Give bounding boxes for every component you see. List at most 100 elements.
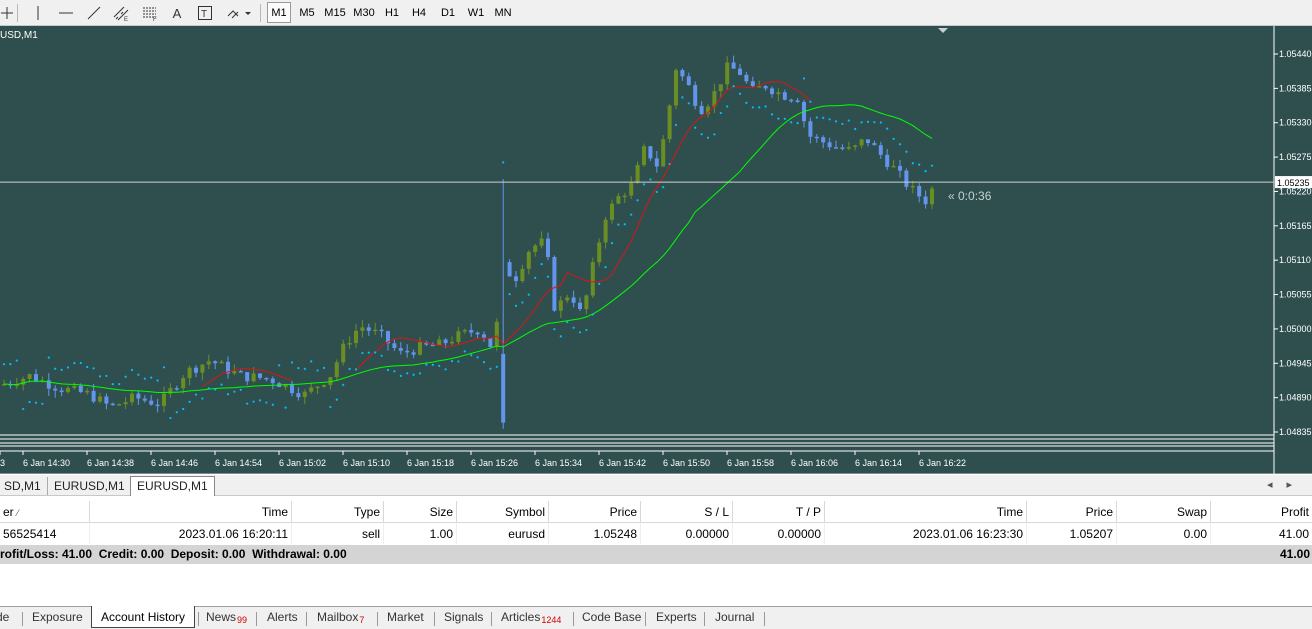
timeframe-button-m30[interactable]: M30 (353, 6, 375, 19)
tab-articles[interactable]: Articles1244 (501, 609, 561, 628)
scroll-left-icon[interactable]: ◂ (1266, 479, 1287, 491)
tab-mailbox[interactable]: Mailbox7 (317, 609, 364, 628)
parabolic-sar-dot (623, 223, 626, 226)
candle-body (398, 348, 403, 351)
parabolic-sar-dot (610, 242, 614, 245)
candle-body (776, 92, 781, 95)
column-header-symbol[interactable]: Symbol (457, 501, 549, 523)
chart-tab[interactable]: EURUSD,M1 (48, 477, 132, 495)
price-tick-label: 1.05110 (1279, 255, 1311, 265)
tab-news[interactable]: News99 (206, 609, 247, 628)
timeframe-button-w1[interactable]: W1 (467, 6, 485, 19)
parabolic-sar-dot (150, 376, 153, 379)
parabolic-sar-dot (73, 361, 76, 365)
tab-signals[interactable]: Signals (444, 609, 483, 628)
price-chart[interactable]: 1.05235 « 0:0:36 1.05440 1.05385 1.05330 1.05… (0, 26, 1312, 474)
column-header-close-time[interactable]: Time (825, 501, 1027, 523)
tab-de[interactable]: de (0, 609, 9, 628)
parabolic-sar-dot (86, 365, 89, 369)
tab-alerts[interactable]: Alerts (267, 609, 298, 628)
candle-body (392, 343, 397, 349)
column-header-open-time[interactable]: Time (90, 501, 292, 523)
parabolic-sar-dot (450, 359, 454, 363)
crosshair-icon[interactable] (0, 3, 14, 23)
candle-body (686, 76, 691, 86)
parabolic-sar-dot (879, 121, 882, 124)
horizontal-line-icon[interactable] (56, 3, 76, 23)
timeframe-button-h4[interactable]: H4 (411, 6, 427, 19)
parabolic-sar-dot (847, 119, 850, 122)
fibonacci-icon[interactable]: F (140, 3, 160, 23)
timeframe-button-h1[interactable]: H1 (384, 6, 400, 19)
parabolic-sar-dot (713, 133, 716, 136)
chart-tab[interactable]: SD,M1 (0, 477, 48, 495)
tab-label: News (206, 610, 237, 624)
parabolic-sar-dot (233, 390, 236, 393)
tab-market[interactable]: Market (387, 609, 424, 628)
parabolic-sar-dot (34, 401, 38, 404)
column-header-size[interactable]: Size (384, 501, 457, 523)
time-tick-label: 6 Jan 15:58 (727, 458, 774, 468)
tab-label: Market (387, 610, 424, 624)
parabolic-sar-dot (162, 366, 166, 369)
vertical-line-icon[interactable] (30, 3, 46, 23)
parabolic-sar-dot (2, 363, 6, 366)
parabolic-sar-dot (457, 360, 460, 363)
shapes-icon[interactable] (224, 3, 254, 23)
tab-journal[interactable]: Journal (715, 609, 754, 628)
chart-tab-active[interactable]: EURUSD,M1 (130, 476, 215, 496)
candle-body (258, 373, 262, 378)
candle-body (309, 387, 314, 392)
toolbar: E F A T M1 M5 M15 M30 H1 H4 D1 W1 MN (0, 0, 1312, 26)
column-header-open-price[interactable]: Price (549, 501, 641, 523)
parabolic-sar-dot (866, 120, 870, 123)
candle-body (302, 391, 307, 398)
parabolic-sar-dot (28, 400, 31, 404)
timeframe-button-mn[interactable]: MN (494, 6, 512, 19)
candle-body (72, 385, 77, 388)
parabolic-sar-dot (111, 383, 114, 386)
chart-canvas[interactable]: 1.05235 « 0:0:36 1.05440 1.05385 1.05330 1.05… (0, 26, 1312, 474)
parabolic-sar-dot (905, 150, 908, 153)
text-label-icon[interactable]: T (196, 3, 214, 23)
tab-code-base[interactable]: Code Base (582, 609, 641, 628)
timeframe-button-m15[interactable]: M15 (324, 6, 346, 19)
candle-body (904, 170, 909, 187)
candle-body (597, 242, 602, 263)
column-header-close-price[interactable]: Price (1027, 501, 1117, 523)
chart-tab-scroll-arrows[interactable]: ◂▸ (1267, 478, 1306, 491)
timeframe-button-d1[interactable]: D1 (440, 6, 456, 19)
candle-body (27, 374, 32, 379)
timeframe-button-m5[interactable]: M5 (299, 6, 315, 19)
trendline-icon[interactable] (84, 3, 104, 23)
column-header-take-profit[interactable]: T / P (733, 501, 825, 523)
time-tick-label: 6 Jan 15:26 (471, 458, 518, 468)
scroll-right-icon[interactable]: ▸ (1286, 479, 1306, 491)
parabolic-sar-dot (783, 117, 786, 120)
tab-experts[interactable]: Experts (656, 609, 697, 628)
column-header-profit[interactable]: Profit (1280, 505, 1309, 519)
parabolic-sar-dot (182, 407, 185, 411)
candle-body (366, 327, 371, 331)
candle-body (354, 330, 358, 344)
table-row[interactable]: 56525414 2023.01.06 16:20:11 sell 1.00 e… (0, 524, 1312, 544)
toolbar-separator (17, 4, 18, 22)
candle-body (885, 154, 890, 167)
timeframe-button-m1[interactable]: M1 (267, 2, 291, 23)
column-header-order[interactable]: er ⁄ (0, 501, 90, 523)
column-header-type[interactable]: Type (292, 501, 384, 523)
column-header-swap[interactable]: Swap (1117, 501, 1211, 523)
text-icon[interactable]: A (172, 5, 182, 21)
candle-body (898, 165, 902, 171)
candle-body (917, 185, 922, 197)
parabolic-sar-dot (566, 321, 569, 324)
tab-exposure[interactable]: Exposure (32, 609, 83, 628)
equidistant-channel-icon[interactable]: E (110, 3, 132, 23)
candle-body (814, 136, 819, 139)
column-header-stop-loss[interactable]: S / L (641, 501, 733, 523)
tab-separator (256, 612, 257, 626)
tab-account-history[interactable]: Account History (91, 606, 196, 628)
candle-body (98, 396, 102, 402)
chart-shift-marker-icon (938, 28, 948, 33)
candle-body (827, 142, 832, 148)
